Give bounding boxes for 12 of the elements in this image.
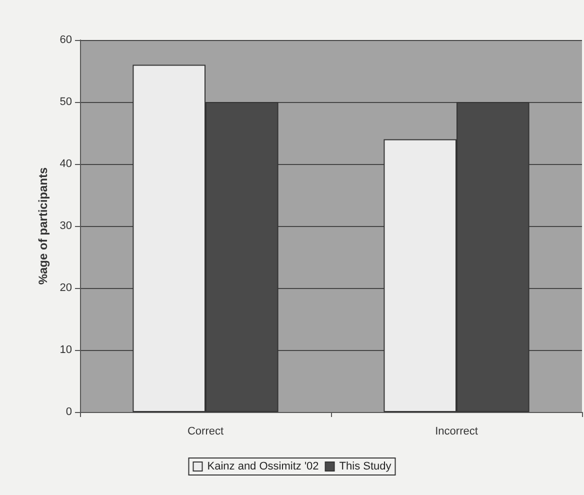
y-axis-title: %age of participants xyxy=(36,166,50,285)
y-tick-label: 20 xyxy=(60,282,72,294)
x-tick-label: Incorrect xyxy=(435,426,478,438)
y-tick-label: 0 xyxy=(66,406,72,418)
legend-label: Kainz and Ossimitz '02 xyxy=(207,460,319,472)
y-tick-label: 50 xyxy=(60,96,72,108)
y-tick-label: 60 xyxy=(60,34,72,46)
legend-label: This Study xyxy=(339,460,392,472)
y-tick-label: 10 xyxy=(60,344,72,356)
y-tick-label: 30 xyxy=(60,220,72,232)
y-tick-label: 40 xyxy=(60,158,72,170)
x-tick-label: Correct xyxy=(187,426,224,438)
